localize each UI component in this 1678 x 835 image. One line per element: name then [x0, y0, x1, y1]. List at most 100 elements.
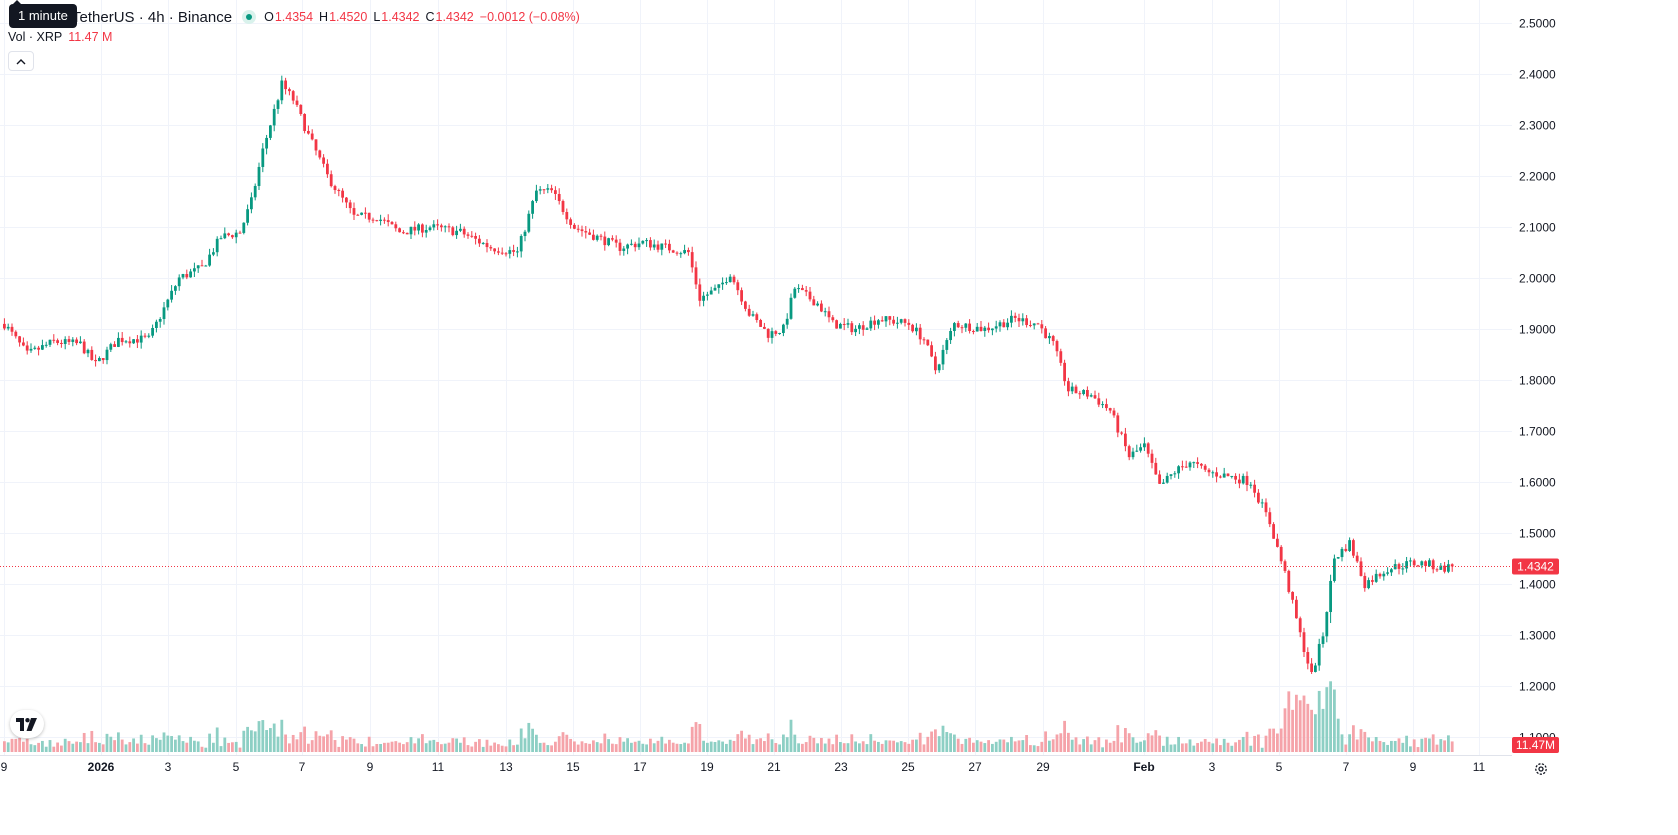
volume-bar [367, 736, 371, 752]
candle [721, 277, 724, 290]
volume-bar [151, 735, 154, 752]
candle [1230, 475, 1234, 479]
volume-bar [1051, 739, 1055, 752]
volume-bar [1059, 733, 1063, 752]
volume-bar [231, 742, 234, 752]
candle [869, 316, 873, 331]
candle [911, 323, 914, 333]
volume-bar [1355, 739, 1359, 752]
candle [1355, 551, 1359, 564]
volume-bar [337, 746, 341, 752]
volume-bar [778, 744, 781, 752]
candle [839, 322, 842, 329]
candle [1279, 545, 1283, 565]
candle [269, 124, 272, 141]
candle [1374, 569, 1378, 583]
candle [1302, 627, 1306, 658]
candle [136, 334, 139, 349]
volume-bar [322, 736, 325, 752]
candle [314, 139, 318, 156]
candle [770, 327, 774, 344]
candle [1211, 470, 1215, 478]
candle [398, 227, 401, 233]
candle [124, 339, 128, 344]
volume-bar [386, 742, 390, 752]
candle [1298, 616, 1302, 638]
candle [1181, 460, 1184, 471]
volume-bar [683, 742, 686, 752]
volume-bar [481, 746, 485, 752]
candle [991, 328, 994, 336]
volume-bar [105, 733, 109, 752]
volume-legend[interactable]: Vol · XRP 11.47 M [8, 30, 112, 44]
volume-bar [1234, 742, 1237, 752]
market-status-icon[interactable] [242, 10, 257, 24]
volume-bar [170, 736, 173, 752]
candle [1222, 467, 1226, 478]
volume-bar [812, 737, 816, 752]
volume-bar [147, 744, 151, 752]
candle [56, 338, 59, 346]
candle [1447, 559, 1450, 574]
volume-bar [295, 739, 299, 752]
tradingview-logo[interactable] [10, 710, 44, 738]
price-axis[interactable]: 2.5000 2.4000 2.3000 2.2000 2.1000 2.0000 1.90… [1519, 17, 1556, 745]
candle [474, 232, 477, 245]
candle [1291, 591, 1294, 604]
volume-bar [565, 734, 569, 752]
candle [1416, 564, 1420, 568]
volume-bar [333, 740, 337, 752]
volume-bar [774, 743, 778, 752]
candle [170, 285, 173, 303]
volume-bar [402, 744, 405, 752]
volume-bar [926, 736, 930, 752]
volume-bar [1116, 725, 1120, 752]
volume-bar [755, 739, 759, 752]
volume-bar [44, 746, 48, 752]
symbol-title[interactable]: TetherUS · 4h · Binance [72, 8, 233, 26]
volume-bar [721, 741, 724, 752]
candle [1344, 544, 1348, 553]
volume-bar [1310, 709, 1313, 752]
volume-bar [1150, 735, 1154, 752]
volume-bar [265, 730, 268, 752]
candle [329, 170, 333, 188]
candle [1143, 437, 1146, 451]
volume-bar [98, 742, 101, 752]
time-axis[interactable]: 9 2026 3 5 7 9 11 13 15 17 19 21 23 25 27 29 Feb 3 5 7 9 11 [1, 760, 1486, 774]
chart-settings-button[interactable] [1533, 761, 1549, 777]
candle [778, 332, 781, 335]
candle [953, 321, 956, 337]
volume-bar [652, 743, 656, 752]
volume-bar [1401, 742, 1405, 752]
candle [48, 339, 52, 348]
candle [143, 333, 147, 339]
volume-bar [379, 743, 382, 752]
candle [888, 315, 892, 326]
volume-bar [1002, 739, 1006, 752]
y-tick-label: 1.6000 [1519, 476, 1556, 490]
candle [470, 231, 474, 238]
candle [1116, 412, 1120, 438]
candle [394, 221, 398, 232]
volume-bar [269, 728, 272, 752]
candle [698, 278, 702, 307]
volume-bar [1067, 732, 1070, 752]
candle [284, 77, 287, 95]
volume-bar [1230, 745, 1234, 752]
volume-bar [1215, 738, 1218, 752]
volume-bar [261, 720, 265, 752]
x-tick-label: 23 [834, 760, 848, 774]
candle [736, 279, 740, 296]
volume-bar [694, 722, 698, 752]
candle [744, 300, 747, 312]
volume-bar [1025, 735, 1028, 752]
candle [808, 286, 812, 302]
x-tick-label: 17 [633, 760, 647, 774]
collapse-legend-button[interactable] [8, 51, 34, 71]
volume-bar [314, 731, 318, 752]
volume-bar [801, 743, 804, 752]
volume-bar [345, 739, 348, 752]
candle [22, 337, 25, 347]
